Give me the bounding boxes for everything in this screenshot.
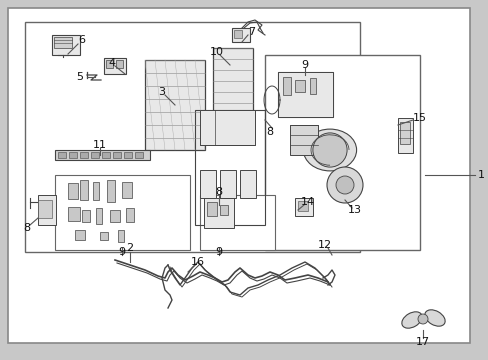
Text: 12: 12 <box>317 240 331 250</box>
Text: 9: 9 <box>215 247 222 257</box>
Ellipse shape <box>303 129 356 171</box>
Bar <box>309 78 315 94</box>
Bar <box>82 210 90 222</box>
Bar <box>54 37 72 48</box>
Text: 2: 2 <box>126 243 133 253</box>
Text: 7: 7 <box>248 27 255 37</box>
Bar <box>234 30 242 38</box>
Bar <box>220 170 236 198</box>
Bar <box>264 55 419 250</box>
Bar <box>200 110 254 145</box>
Bar <box>91 152 99 158</box>
Bar <box>69 152 77 158</box>
Bar <box>294 198 312 216</box>
Bar <box>38 200 52 218</box>
Text: 13: 13 <box>347 205 361 215</box>
Bar <box>283 77 290 95</box>
Circle shape <box>312 133 346 167</box>
Circle shape <box>335 176 353 194</box>
Bar <box>278 72 332 117</box>
Bar <box>397 118 412 153</box>
Bar <box>104 58 126 74</box>
Bar <box>122 182 132 198</box>
Text: 6: 6 <box>79 35 85 45</box>
Ellipse shape <box>424 310 444 326</box>
Bar <box>25 22 359 252</box>
Bar <box>203 198 234 228</box>
Bar <box>68 183 78 199</box>
Text: 8: 8 <box>23 223 30 233</box>
Bar <box>399 122 409 144</box>
Bar <box>135 152 142 158</box>
Text: 9: 9 <box>301 60 308 70</box>
Text: 11: 11 <box>93 140 107 150</box>
Bar <box>294 80 305 92</box>
Text: 8: 8 <box>266 127 273 137</box>
Bar <box>118 230 124 242</box>
Bar <box>213 48 252 113</box>
Bar <box>93 182 99 200</box>
Bar <box>96 208 102 224</box>
Bar <box>240 170 256 198</box>
Bar <box>116 60 123 68</box>
Bar <box>278 72 332 117</box>
Bar <box>102 152 110 158</box>
Bar <box>75 230 85 240</box>
Bar <box>38 195 56 225</box>
Text: 8: 8 <box>215 187 222 197</box>
Ellipse shape <box>417 314 427 324</box>
Bar <box>100 232 108 240</box>
Text: 15: 15 <box>412 113 426 123</box>
Bar <box>145 60 204 150</box>
Bar <box>55 150 150 160</box>
Bar <box>106 60 113 68</box>
Ellipse shape <box>401 312 421 328</box>
Bar <box>297 201 307 211</box>
Bar <box>80 152 88 158</box>
Text: 17: 17 <box>415 337 429 347</box>
Bar <box>52 35 80 55</box>
Text: 14: 14 <box>300 197 314 207</box>
Bar <box>126 208 134 222</box>
Bar <box>200 170 216 198</box>
Text: 5: 5 <box>76 72 83 82</box>
Text: 1: 1 <box>477 170 484 180</box>
Text: 4: 4 <box>108 58 115 68</box>
Bar <box>55 175 190 250</box>
Bar <box>68 207 80 221</box>
Circle shape <box>326 167 362 203</box>
Text: 16: 16 <box>191 257 204 267</box>
Bar <box>220 205 227 215</box>
Bar <box>200 195 274 250</box>
Bar <box>289 125 317 155</box>
Text: 9: 9 <box>118 247 125 257</box>
Bar <box>110 210 120 222</box>
Bar <box>195 110 264 225</box>
Bar <box>206 202 217 216</box>
Bar <box>80 180 88 200</box>
Bar <box>58 152 66 158</box>
Bar <box>113 152 121 158</box>
Bar <box>231 28 249 42</box>
Bar <box>107 180 115 202</box>
Text: 3: 3 <box>158 87 165 97</box>
Text: 10: 10 <box>209 47 224 57</box>
Bar <box>124 152 132 158</box>
